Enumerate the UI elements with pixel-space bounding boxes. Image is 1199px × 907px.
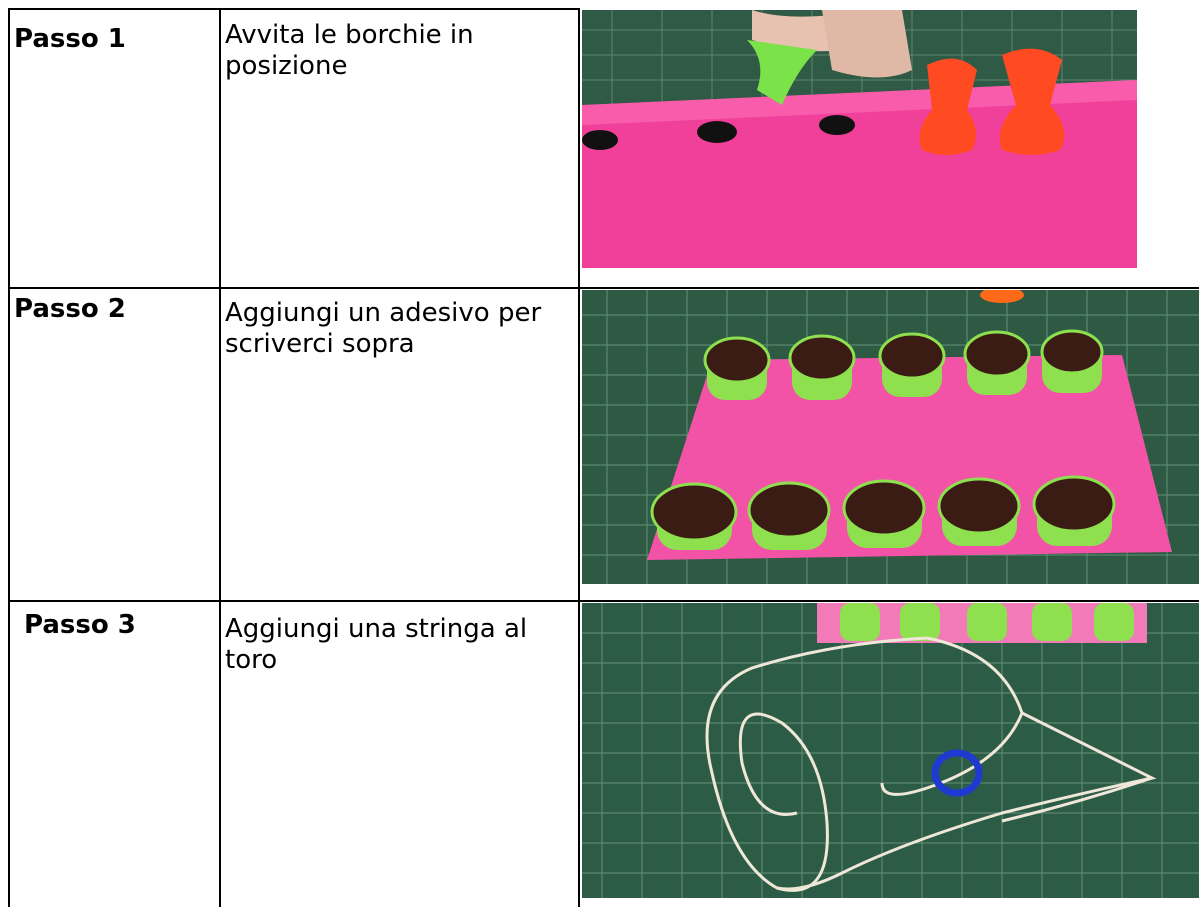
photo	[582, 10, 1137, 268]
step-label: Passo 3	[24, 610, 136, 640]
step-text: Aggiungi una stringa al toro	[225, 614, 528, 675]
border-left	[8, 8, 10, 907]
row-divider	[8, 287, 1199, 289]
step-text: Avvita le borchie in posizione	[225, 20, 474, 81]
step-label: Passo 2	[14, 294, 126, 324]
photo	[582, 603, 1199, 898]
step-text: Aggiungi un adesivo per scriverci sopra	[225, 298, 542, 359]
step-label: Passo 1	[14, 24, 126, 54]
border-top	[8, 8, 580, 10]
column-divider	[219, 8, 221, 907]
row-divider	[8, 600, 1199, 602]
column-divider	[578, 8, 580, 907]
photo	[582, 290, 1199, 584]
